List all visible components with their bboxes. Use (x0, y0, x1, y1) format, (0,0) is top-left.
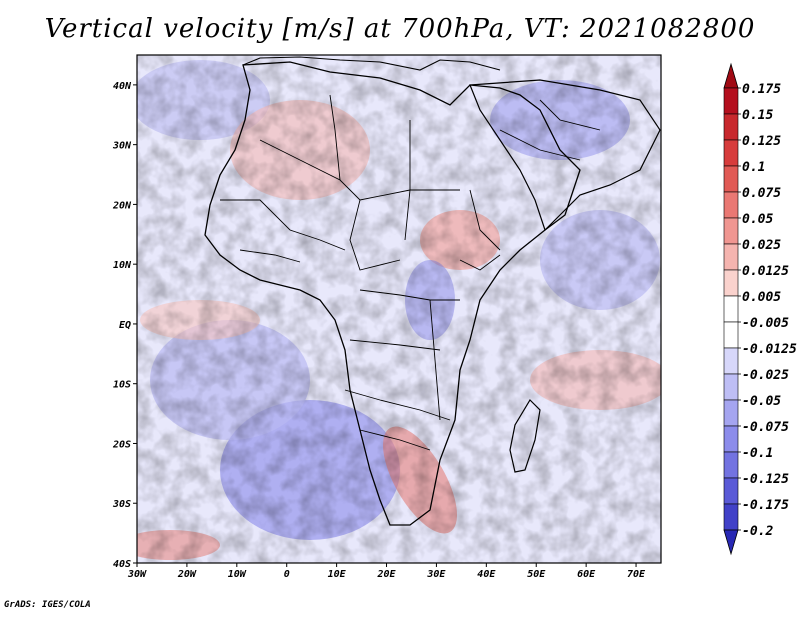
colorbar-segment (723, 451, 739, 479)
lon-tick-label: 30W (127, 569, 147, 580)
colorbar-label: 0.1 (742, 160, 765, 175)
europe-outline (242, 56, 501, 71)
colorbar-segment (723, 139, 739, 167)
colorbar-label: 0.075 (742, 186, 781, 201)
madagascar-outline (509, 399, 541, 473)
colorbar-segment (723, 347, 739, 375)
colorbar-label: 0.15 (742, 108, 773, 123)
colorbar-min-arrow (723, 529, 739, 556)
lon-tick-label: 20W (177, 569, 197, 580)
lat-tick-label: 10S (113, 380, 131, 391)
lon-tick-label: 50E (527, 569, 546, 580)
lat-tick-label: 30S (112, 499, 131, 510)
country-borders (220, 94, 601, 451)
lon-tick-label: 20E (376, 569, 396, 580)
colorbar-label: 0.05 (742, 212, 773, 227)
colorbar-segment (723, 425, 739, 453)
colorbar-label: -0.0125 (742, 342, 797, 357)
latitude-axis: 40N 30N 20N 10N EQ 10S 20S 30S 40S (112, 81, 137, 570)
lon-tick-label: 10W (228, 569, 247, 580)
colorbar-label: -0.175 (742, 498, 789, 513)
grads-credit: GrADS: IGES/COLA (4, 600, 91, 610)
colorbar-segment (723, 191, 739, 219)
colorbar-label: 0.005 (742, 290, 781, 305)
arabia-outline (469, 79, 661, 232)
lon-tick-label: 40E (477, 569, 496, 580)
lon-tick-label: 10E (328, 569, 347, 580)
lon-tick-label: 30E (426, 569, 446, 580)
colorbar-max-arrow (723, 62, 739, 89)
velocity-field (137, 55, 661, 563)
colorbar-segment (723, 243, 739, 271)
colorbar-label: -0.05 (742, 394, 781, 409)
lon-tick-label: 60E (577, 569, 596, 580)
colorbar-segment (723, 217, 739, 245)
colorbar-label: 0.175 (742, 82, 781, 97)
lat-tick-label: 40S (113, 559, 131, 570)
lat-tick-label: 10N (113, 260, 132, 271)
lon-tick-label: 70E (627, 569, 646, 580)
colorbar: 0.175 0.15 0.125 0.1 0.075 0.05 0.025 0.0125 0.0… (723, 62, 797, 556)
colorbar-segment (723, 321, 739, 349)
colorbar-segment (723, 165, 739, 193)
lat-tick-label: 20N (112, 200, 132, 211)
colorbar-segment (723, 87, 739, 115)
africa-coastline (204, 61, 581, 526)
lat-tick-label: 30N (112, 141, 132, 152)
colorbar-label: 0.125 (742, 134, 781, 149)
map-title: Vertical velocity [m/s] at 700hPa, VT: 2… (44, 14, 756, 44)
colorbar-segment (723, 113, 739, 141)
lon-tick-label: 0 (284, 569, 290, 580)
colorbar-label: -0.125 (742, 472, 789, 487)
lat-tick-label: 40N (113, 81, 132, 92)
lat-tick-label: 20S (112, 439, 131, 450)
colorbar-segment (723, 399, 739, 427)
map-frame (136, 54, 662, 564)
colorbar-label: -0.2 (742, 524, 773, 539)
colorbar-label: -0.075 (742, 420, 789, 435)
colorbar-segment (723, 269, 739, 297)
colorbar-segment (723, 373, 739, 401)
colorbar-label: 0.0125 (742, 264, 789, 279)
colorbar-segment (723, 477, 739, 505)
colorbar-label: -0.005 (742, 316, 789, 331)
colorbar-label: -0.025 (742, 368, 789, 383)
lat-tick-label: EQ (119, 320, 131, 331)
colorbar-segment (723, 503, 739, 531)
colorbar-segment (723, 295, 739, 323)
colorbar-label: -0.1 (742, 446, 773, 461)
longitude-axis: 30W 20W 10W 0 10E 20E 30E 40E 50E 60E 70E (127, 563, 646, 580)
colorbar-label: 0.025 (742, 238, 781, 253)
